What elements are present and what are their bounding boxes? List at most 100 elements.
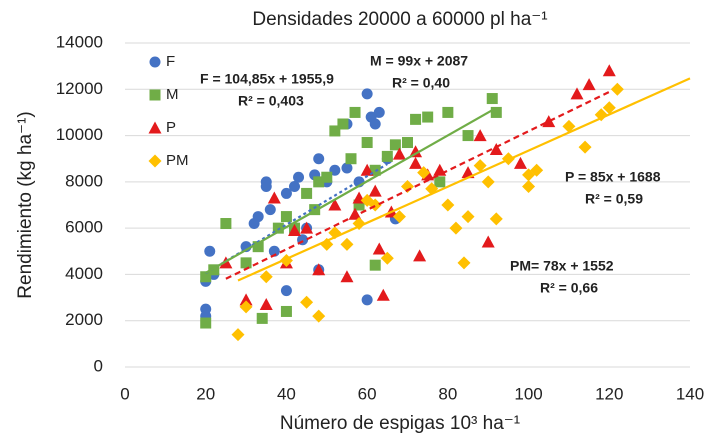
point — [389, 139, 401, 151]
trend-line — [205, 109, 493, 274]
point — [361, 294, 373, 306]
point — [239, 293, 253, 306]
point — [434, 176, 446, 188]
point — [368, 184, 382, 197]
point — [313, 176, 325, 188]
point — [381, 150, 393, 162]
point — [252, 241, 264, 253]
point — [410, 113, 422, 125]
legend-marker — [148, 154, 162, 168]
point — [582, 78, 596, 91]
point — [481, 175, 495, 189]
legend-marker — [148, 121, 162, 134]
point — [570, 87, 584, 100]
point — [220, 218, 232, 230]
point — [449, 221, 463, 235]
point — [288, 223, 301, 236]
point — [522, 179, 536, 193]
point — [267, 191, 281, 204]
legend-label: F — [166, 53, 175, 70]
annotation: M = 99x + 2087 — [370, 53, 468, 69]
point — [486, 93, 498, 105]
point — [442, 106, 454, 118]
x-tick-label: 60 — [358, 384, 377, 403]
point — [337, 118, 349, 130]
annotation: R² = 0,40 — [392, 75, 450, 91]
y-axis-label: Rendimiento (kg ha⁻¹) — [15, 111, 36, 298]
point — [441, 198, 455, 212]
legend-label: PM — [166, 152, 189, 169]
point — [361, 137, 373, 149]
x-tick-label: 40 — [277, 384, 296, 403]
point — [340, 270, 354, 283]
point — [373, 106, 385, 118]
point — [542, 115, 556, 128]
point — [417, 166, 431, 180]
point — [309, 204, 321, 216]
point — [392, 210, 406, 224]
point — [208, 264, 220, 276]
annotation: PM= 78x + 1552 — [510, 258, 614, 274]
point — [312, 263, 326, 276]
y-tick-label: 4000 — [65, 264, 103, 283]
point — [409, 145, 423, 158]
point — [369, 259, 381, 271]
point — [321, 171, 333, 183]
legend-marker — [149, 56, 161, 68]
point — [353, 199, 365, 211]
trend-line — [225, 90, 610, 280]
point — [313, 153, 325, 165]
point — [369, 118, 381, 130]
point — [240, 257, 252, 269]
chart-title: Densidades 20000 a 60000 pl ha⁻¹ — [252, 9, 547, 30]
point — [514, 156, 527, 169]
x-tick-label: 120 — [595, 384, 623, 403]
point — [256, 312, 268, 324]
point — [279, 254, 293, 268]
point — [473, 129, 487, 142]
point — [433, 163, 447, 176]
point — [562, 119, 576, 133]
point — [402, 137, 413, 149]
point — [204, 245, 216, 257]
point — [462, 130, 474, 142]
point — [231, 328, 245, 342]
point — [280, 285, 292, 297]
point — [300, 295, 314, 309]
point — [376, 288, 390, 301]
point — [312, 309, 326, 323]
point — [268, 245, 280, 257]
point — [530, 163, 544, 177]
y-tick-label: 12000 — [56, 79, 103, 98]
point — [392, 147, 406, 160]
annotation: R² = 0,66 — [540, 280, 598, 296]
point — [289, 180, 300, 192]
x-tick-label: 140 — [676, 384, 704, 403]
y-tick-label: 6000 — [65, 218, 103, 237]
x-tick-label: 80 — [438, 384, 457, 403]
point — [602, 101, 616, 115]
point — [200, 271, 212, 283]
y-tick-label: 10000 — [56, 125, 103, 144]
y-tick-label: 0 — [94, 356, 103, 375]
x-axis-label: Número de espigas 10³ ha⁻¹ — [280, 413, 520, 434]
point — [490, 106, 502, 118]
point — [489, 212, 503, 226]
point — [340, 237, 354, 251]
x-tick-label: 100 — [514, 384, 542, 403]
point — [457, 256, 471, 270]
y-tick-label: 8000 — [65, 171, 103, 190]
annotation: R² = 0,403 — [238, 93, 304, 109]
point — [422, 111, 434, 123]
point — [259, 298, 273, 311]
annotation: P = 85x + 1688 — [565, 169, 661, 185]
point — [481, 235, 495, 248]
point — [380, 251, 394, 265]
point — [329, 125, 341, 137]
legend-marker — [149, 89, 161, 101]
point — [293, 171, 305, 183]
point — [259, 270, 273, 284]
point — [345, 153, 357, 165]
point — [260, 176, 272, 188]
point — [280, 187, 292, 199]
